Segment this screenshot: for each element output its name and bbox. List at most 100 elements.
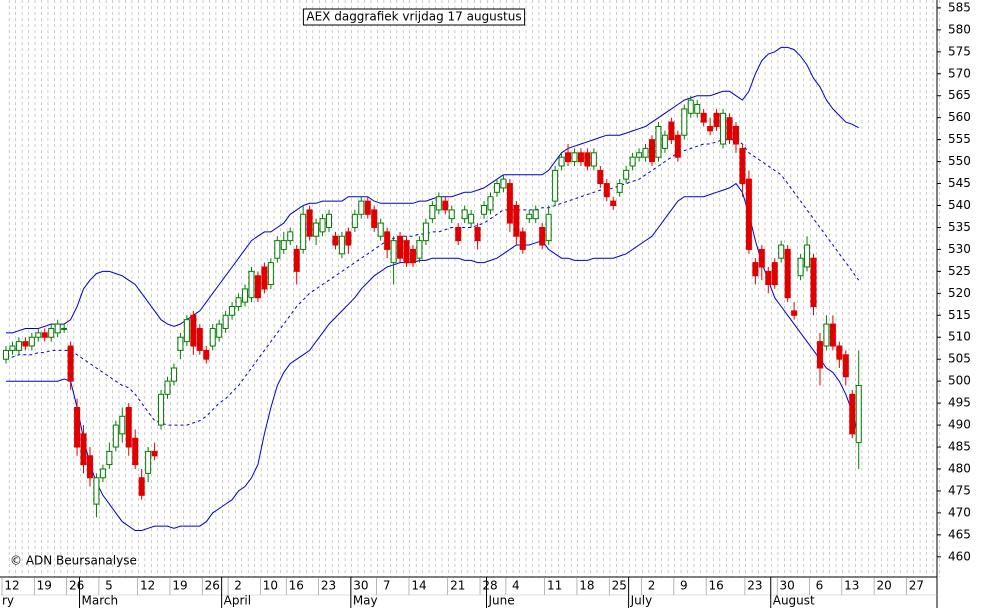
y-tick-label: 555 [948,132,971,146]
x-tick-label: 14 [411,579,426,593]
candle-body [597,169,604,185]
y-tick-label: 480 [948,461,971,475]
y-tick-label: 535 [948,220,971,234]
candle-body [726,117,733,141]
y-tick-label: 485 [948,440,971,454]
plot [3,46,862,531]
candle-body [700,112,707,123]
candle-body [216,323,223,338]
candle-body [145,450,152,474]
x-tick-label: 6 [816,579,824,593]
y-tick-label: 495 [948,396,971,410]
candle-body [158,393,165,426]
candle-body [106,450,113,466]
candle-body [771,262,778,286]
candle-body [629,156,636,167]
x-tick-label: 28 [482,579,497,593]
y-tick-label: 510 [948,330,971,344]
candle-body [351,213,358,228]
candle-body [526,213,533,220]
y-tick-label: 545 [948,176,971,190]
candle-body [804,244,811,268]
candle-body [274,240,281,259]
candle-body [707,125,714,132]
x-tick-label: 19 [37,579,52,593]
candle-body [539,226,546,246]
candle-body [132,437,139,466]
candle-body [416,240,423,259]
candle-body [623,169,630,180]
candle-body [668,121,675,141]
candle-body [461,209,468,220]
candle-body [661,134,668,149]
y-tick-label: 465 [948,527,971,541]
candle-body [506,183,513,224]
y-tick-label: 585 [948,0,971,14]
candle-body [558,156,565,167]
candle-body [119,415,126,435]
month-label: June [488,594,515,608]
candle-body [797,257,804,277]
candle-body [855,385,862,444]
candle-body [67,345,74,382]
candle-body [183,319,190,343]
candle-body [500,178,507,189]
candle-body [435,196,442,211]
x-tick-label: 18 [579,579,594,593]
candle-body [513,205,520,237]
candle-body [681,108,688,136]
candle-body [636,152,643,158]
candle-body [35,332,42,338]
y-tick-label: 500 [948,374,971,388]
candle-body [739,147,746,185]
candle-body [222,314,229,329]
y-tick-label: 520 [948,286,971,300]
candle-body [823,323,830,347]
y-tick-label: 460 [948,549,971,563]
candle-body [99,468,106,479]
candle-body [422,222,429,242]
candle-body [254,275,261,299]
y-tick-label: 530 [948,242,971,256]
candle-body [403,240,410,264]
candle-body [196,327,203,351]
x-tick-label: 11 [547,579,562,593]
candle-body [93,477,100,505]
month-label: May [353,594,378,608]
candle-body [209,327,216,347]
candle-body [326,213,332,228]
candle-body [371,209,378,228]
candle-body [332,235,339,246]
candle-body [816,341,823,369]
x-tick-label: 16 [289,579,304,593]
candle-body [287,231,294,242]
candle-body [720,112,727,145]
candle-body [390,240,397,264]
candle-body [190,314,197,347]
candle-body [384,231,391,250]
candle-body [397,235,404,259]
x-tick-label: 26 [69,579,84,593]
x-tick-label: 12 [4,579,19,593]
title-box [302,8,526,26]
y-tick-label: 525 [948,264,971,278]
y-tick-label: 475 [948,483,971,497]
candle-body [732,125,739,145]
candle-body [474,226,481,242]
candle-body [338,235,345,255]
x-tick-label: 20 [876,579,891,593]
candle-body [481,205,488,215]
candle-body [9,345,16,351]
candle-body [242,288,249,303]
candle-body [565,152,572,163]
month-label: April [224,594,251,608]
candle-body [358,200,365,215]
candle-body [319,218,326,233]
candle-body [28,336,35,347]
candle-body [610,200,617,207]
candle-body [571,152,578,163]
candle-body [235,297,242,308]
candle-body [261,266,268,290]
month-label: ry [2,594,14,608]
